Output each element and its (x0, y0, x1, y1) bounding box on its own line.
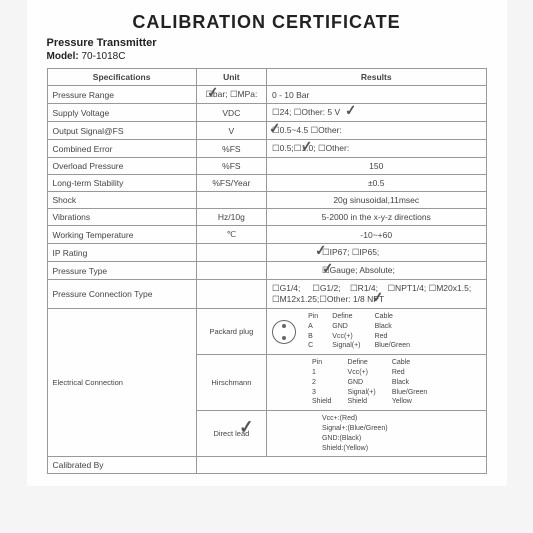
unit (196, 280, 266, 309)
result: ☐0.5;☐1.0; ☐Other:✓ (266, 140, 486, 158)
spec-table: Specifications Unit Results Pressure Ran… (47, 68, 487, 474)
row-calibrated-by: Calibrated By (47, 457, 486, 474)
result: 0 - 10 Bar (266, 86, 486, 104)
unit-text: ☐bar; ☐MPa: (205, 89, 257, 99)
result (196, 457, 486, 474)
result: ☐Gauge; Absolute;✓ (266, 262, 486, 280)
label: Vibrations (47, 209, 196, 226)
define: Define Vcc(+) GND Signal(+) Shield (348, 358, 376, 407)
result: -10~+60 (266, 226, 486, 244)
result: ☐IP67; ☐IP65;✓ (266, 244, 486, 262)
subtitle: Pressure Transmitter (47, 37, 487, 49)
pins: Pin 1 2 3 Shield (312, 358, 331, 407)
define: Define GND Vcc(+) Signal(+) (332, 312, 360, 351)
unit: ☐bar; ☐MPa:✓ (196, 86, 266, 104)
result-text: ☐24; ☐Other: 5 V (272, 107, 340, 117)
title: CALIBRATION CERTIFICATE (47, 12, 487, 33)
row-elec-packard: Electrical Connection Packard plug Pin A… (47, 309, 486, 355)
label: Working Temperature (47, 226, 196, 244)
label-direct: Direct lead✓ (196, 411, 266, 457)
result: 20g sinusoidal,11msec (266, 192, 486, 209)
label: Pressure Connection Type (47, 280, 196, 309)
unit: ℃ (196, 226, 266, 244)
result-text: ☐0.5~4.5 ☐Other: (272, 125, 342, 135)
model-line: Model: 70-1018C (47, 51, 487, 62)
result: ±0.5 (266, 175, 486, 192)
hdr-unit: Unit (196, 69, 266, 86)
row-combined-error: Combined Error %FS ☐0.5;☐1.0; ☐Other:✓ (47, 140, 486, 158)
hdr-results: Results (266, 69, 486, 86)
packard-content: Pin A B C Define GND Vcc(+) Signal(+) Ca… (266, 309, 486, 355)
row-shock: Shock 20g sinusoidal,11msec (47, 192, 486, 209)
label: Output Signal@FS (47, 122, 196, 140)
model-label: Model: (47, 51, 79, 62)
unit: VDC (196, 104, 266, 122)
cable: Cable Black Red Blue/Green (375, 312, 410, 351)
row-working-temp: Working Temperature ℃ -10~+60 (47, 226, 486, 244)
result: 150 (266, 158, 486, 175)
result-text: ☐G1/4; ☐G1/2; ☐R1/4; ☐NPT1/4; ☐M20x1.5; … (272, 283, 474, 304)
result: ☐G1/4; ☐G1/2; ☐R1/4; ☐NPT1/4; ☐M20x1.5; … (266, 280, 486, 309)
connector-diagram-icon (272, 320, 296, 344)
unit (196, 262, 266, 280)
unit: %FS (196, 158, 266, 175)
row-vibrations: Vibrations Hz/10g 5-2000 in the x-y-z di… (47, 209, 486, 226)
label: Overload Pressure (47, 158, 196, 175)
result: 5-2000 in the x-y-z directions (266, 209, 486, 226)
result-text: ☐Gauge; Absolute; (272, 265, 395, 275)
label: Combined Error (47, 140, 196, 158)
row-pressure-type: Pressure Type ☐Gauge; Absolute;✓ (47, 262, 486, 280)
direct-text: Vcc+:(Red) Signal+:(Blue/Green) GND:(Bla… (322, 414, 388, 453)
hirschmann-content: Pin 1 2 3 Shield Define Vcc(+) GND Signa… (266, 355, 486, 411)
label: Shock (47, 192, 196, 209)
model-value: 70-1018C (82, 51, 126, 62)
row-overload: Overload Pressure %FS 150 (47, 158, 486, 175)
label: Long-term Stability (47, 175, 196, 192)
pins: Pin A B C (308, 312, 318, 351)
unit (196, 192, 266, 209)
result: ☐24; ☐Other: 5 V ✓ (266, 104, 486, 122)
row-stability: Long-term Stability %FS/Year ±0.5 (47, 175, 486, 192)
row-pressure-range: Pressure Range ☐bar; ☐MPa:✓ 0 - 10 Bar (47, 86, 486, 104)
certificate-page: CALIBRATION CERTIFICATE Pressure Transmi… (27, 0, 507, 486)
unit: V (196, 122, 266, 140)
row-supply-voltage: Supply Voltage VDC ☐24; ☐Other: 5 V ✓ (47, 104, 486, 122)
label-hirschmann: Hirschmann (196, 355, 266, 411)
label-packard: Packard plug (196, 309, 266, 355)
hdr-spec: Specifications (47, 69, 196, 86)
label: Supply Voltage (47, 104, 196, 122)
label-electrical: Electrical Connection (47, 309, 196, 457)
label: Calibrated By (47, 457, 196, 474)
result-text: ☐0.5;☐1.0; ☐Other: (272, 143, 349, 153)
checkmark-icon: ✓ (344, 102, 357, 120)
direct-content: Vcc+:(Red) Signal+:(Blue/Green) GND:(Bla… (266, 411, 486, 457)
direct-text: Direct lead (213, 429, 249, 438)
label: IP Rating (47, 244, 196, 262)
label: Pressure Range (47, 86, 196, 104)
row-conn-type: Pressure Connection Type ☐G1/4; ☐G1/2; ☐… (47, 280, 486, 309)
unit: Hz/10g (196, 209, 266, 226)
result-text: ☐IP67; ☐IP65; (272, 247, 379, 257)
unit (196, 244, 266, 262)
label: Pressure Type (47, 262, 196, 280)
row-output-signal: Output Signal@FS V ☐0.5~4.5 ☐Other:✓ (47, 122, 486, 140)
header-row: Specifications Unit Results (47, 69, 486, 86)
unit: %FS/Year (196, 175, 266, 192)
cable: Cable Red Black Blue/Green Yellow (392, 358, 427, 407)
row-ip-rating: IP Rating ☐IP67; ☐IP65;✓ (47, 244, 486, 262)
unit: %FS (196, 140, 266, 158)
result: ☐0.5~4.5 ☐Other:✓ (266, 122, 486, 140)
